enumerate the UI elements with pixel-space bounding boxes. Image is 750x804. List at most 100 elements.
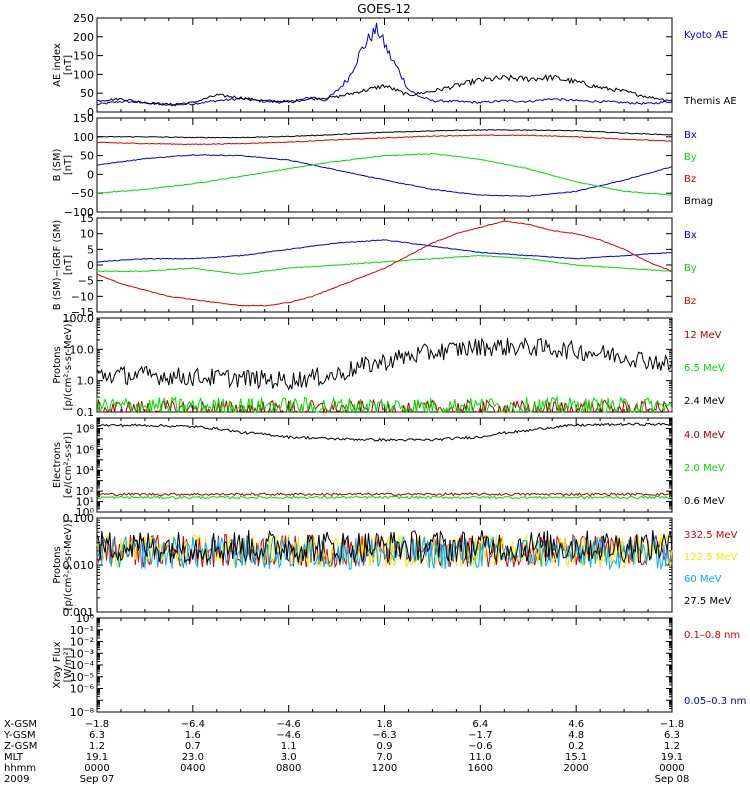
y-axis-label-line: Electrons [52, 442, 63, 488]
y-axis-label-line: Xray Flux [52, 641, 63, 688]
y-tick-label: 0.010 [63, 559, 95, 572]
legend-entry: 60 MeV [684, 574, 722, 585]
legend-entry: 27.5 MeV [684, 596, 731, 607]
y-tick-label: 10⁰ [76, 612, 95, 625]
y-tick-label: 10 [80, 228, 94, 241]
y-tick-label: 0.1 [77, 406, 95, 419]
legend-entry: By [684, 152, 697, 163]
ephemeris-value-z_gsm: −0.6 [468, 741, 492, 752]
series-line-bz [96, 134, 673, 146]
series-line-4-0-mev [96, 492, 673, 497]
y-tick-label: 0 [87, 106, 94, 119]
legend-entry: 0.05–0.3 nm [684, 696, 746, 707]
y-tick-label: −5 [78, 275, 94, 288]
ephemeris-value-hhmm: 0800 [276, 763, 301, 774]
date-start-label: Sep 07 [80, 774, 115, 785]
ephemeris-value-mlt: 15.1 [565, 752, 587, 763]
chart-title: GOES-12 [357, 2, 411, 16]
legend-entry: 12 MeV [684, 330, 722, 341]
panel-ae: 0 50 100 150 200 250 AE index[nT] Kyoto AE Themi… [52, 12, 737, 119]
y-axis-label: B (SM)−IGRF (SM)[nT] [52, 220, 74, 311]
y-tick-label: 10⁸ [76, 422, 95, 435]
ephemeris-value-y_gsm: −6.3 [372, 730, 396, 741]
legend-entry: Bz [684, 296, 696, 307]
ephemeris-value-z_gsm: 1.2 [89, 741, 105, 752]
legend-entry: 6.5 MeV [684, 363, 725, 374]
y-tick-label: 100.0 [63, 312, 95, 325]
ephemeris-value-hhmm: 0000 [84, 763, 109, 774]
y-tick-label: −50 [71, 187, 94, 200]
ephemeris-value-y_gsm: 6.3 [89, 730, 105, 741]
ephemeris-value-x_gsm: 4.6 [568, 719, 584, 730]
series-line-2-4-mev [96, 337, 673, 391]
legend-entry: 0.1–0.8 nm [684, 630, 740, 641]
y-tick-label: 10¹ [76, 496, 94, 509]
series-line-12-mev [96, 398, 672, 414]
series-line-6-5-mev [96, 395, 673, 414]
y-axis-label: B (SM)[nT] [52, 148, 74, 181]
date-end-label: Sep 08 [655, 774, 690, 785]
legend-entry: 4.0 MeV [684, 430, 725, 441]
y-tick-label: 150 [73, 50, 94, 63]
ephemeris-row-label: Y-GSM [3, 730, 36, 741]
legend-entry: Bx [684, 130, 697, 141]
ephemeris-value-y_gsm: −4.6 [277, 730, 301, 741]
ephemeris-value-z_gsm: 1.2 [664, 741, 680, 752]
y-axis-label-line: [nT] [63, 55, 74, 75]
ephemeris-row-label: Z-GSM [4, 741, 37, 752]
y-tick-label: 10⁻⁶ [70, 683, 95, 696]
ephemeris-value-y_gsm: 1.6 [185, 730, 201, 741]
ephemeris-value-mlt: 19.1 [86, 752, 108, 763]
y-axis-label-line: B (SM) [52, 148, 63, 181]
ephemeris-row-label: X-GSM [4, 719, 37, 730]
y-axis-label-line: Protons [52, 546, 63, 583]
series-line-bx [97, 154, 673, 197]
ephemeris-value-y_gsm: 4.8 [568, 730, 584, 741]
y-tick-label: −10 [71, 290, 94, 303]
legend-entry: Kyoto AE [684, 30, 728, 41]
ephemeris-value-x_gsm: 6.4 [472, 719, 488, 730]
y-tick-label: −15 [71, 306, 94, 319]
y-tick-label: 10⁻³ [70, 647, 94, 660]
series-line-122-5-mev [96, 533, 673, 569]
y-axis-label-line: AE index [52, 43, 63, 87]
y-tick-label: 15 [80, 212, 94, 225]
y-tick-label: 10⁻⁸ [70, 706, 95, 719]
series-line-by [96, 152, 673, 196]
legend-entry: By [684, 263, 697, 274]
y-tick-label: 10⁻⁵ [70, 671, 94, 684]
panel-frame [96, 317, 673, 413]
panel-protons_low: 0.11.010.0100.0Protons[p/(cm²-s-sr-MeV)]… [52, 312, 725, 419]
ephemeris-value-x_gsm: −1.8 [85, 719, 109, 730]
panel-electrons: 10⁰10¹10²10⁴10⁶10⁸Electrons[e/(cm²-s-sr)… [52, 417, 725, 519]
y-tick-label: 10⁻¹ [70, 624, 94, 637]
ephemeris-value-x_gsm: −4.6 [277, 719, 301, 730]
y-tick-label: 5 [87, 243, 94, 256]
series-line-themis-ae [96, 74, 673, 106]
y-tick-label: 250 [73, 12, 94, 25]
y-axis-label-line: B (SM)−IGRF (SM) [52, 220, 63, 311]
ephemeris-value-hhmm: 0400 [180, 763, 205, 774]
y-tick-label: 150 [73, 112, 94, 125]
ephemeris-value-mlt: 11.0 [469, 752, 491, 763]
y-tick-label: 0.001 [63, 606, 95, 619]
series-line-kyoto-ae [96, 22, 673, 107]
y-tick-label: 200 [73, 31, 94, 44]
y-tick-label: 1.0 [77, 375, 95, 388]
legend-entry: 2.4 MeV [684, 396, 725, 407]
ephemeris-value-hhmm: 2000 [563, 763, 588, 774]
ephemeris-value-y_gsm: −1.7 [468, 730, 492, 741]
ephemeris-value-hhmm: 1600 [468, 763, 493, 774]
ephemeris-value-mlt: 19.1 [661, 752, 683, 763]
y-tick-label: 0.100 [63, 512, 95, 525]
y-tick-label: 10⁻⁴ [70, 659, 95, 672]
y-tick-label: 50 [80, 150, 94, 163]
y-axis-label-line: [p/(cm²-s-sr-MeV)] [63, 319, 74, 410]
y-tick-label: 10⁻² [70, 636, 94, 649]
ephemeris-value-hhmm: 0000 [659, 763, 684, 774]
ephemeris-value-z_gsm: 0.2 [568, 741, 584, 752]
ephemeris-value-y_gsm: 6.3 [664, 730, 680, 741]
y-tick-label: 100 [73, 68, 94, 81]
series-line-332-5-mev [96, 533, 673, 569]
